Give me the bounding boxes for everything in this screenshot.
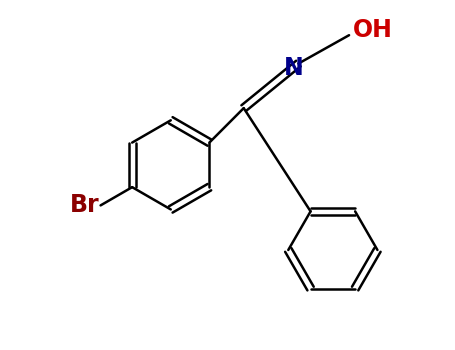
Text: Br: Br [70, 194, 100, 217]
Text: N: N [283, 56, 303, 79]
Text: OH: OH [353, 18, 393, 42]
